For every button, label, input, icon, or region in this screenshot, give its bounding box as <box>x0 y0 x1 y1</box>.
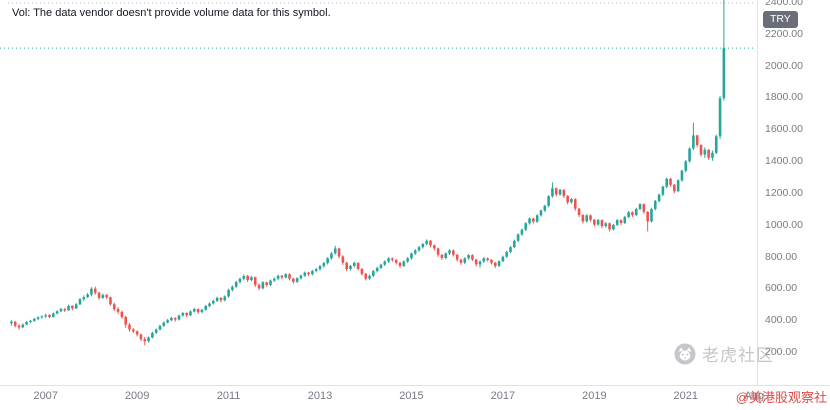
candlestick-chart[interactable] <box>0 0 757 385</box>
time-tick-label: 2021 <box>673 390 699 402</box>
time-axis[interactable]: 2007 2009 2011 2013 2015 2017 2019 2021 Aug <box>0 385 830 410</box>
price-tick-label: 400.00 <box>765 314 798 327</box>
time-tick-label: 2007 <box>33 390 58 402</box>
price-tick-label: 600.00 <box>765 282 798 295</box>
time-tick-label: 2015 <box>399 390 424 402</box>
price-tick-label: 2200.00 <box>765 27 803 40</box>
price-axis[interactable]: TRY 2400.00 2200.00 2000.00 1800.00 1600.00 1… <box>757 0 830 385</box>
time-tick-label: 2013 <box>307 390 333 402</box>
credit-text: @美港股观察社 <box>735 390 827 405</box>
time-tick-label: 2019 <box>582 390 607 402</box>
price-tick-label: 1800.00 <box>765 91 803 104</box>
price-tick-label: 1200.00 <box>765 186 803 199</box>
volume-data-note: Vol: The data vendor doesn't provide vol… <box>12 7 331 19</box>
price-tick-label: 2400.00 <box>765 0 803 8</box>
price-tick-label: 200.00 <box>765 346 798 358</box>
price-tick-label: 800.00 <box>765 250 798 263</box>
currency-badge: TRY <box>763 11 798 28</box>
time-tick-label: 2009 <box>124 390 150 402</box>
price-tick-label: 1400.00 <box>765 155 803 168</box>
price-tick-label: 1000.00 <box>765 218 803 231</box>
time-tick-label: Aug <box>744 390 765 402</box>
price-tick-label: 2000.00 <box>765 59 803 72</box>
price-tick-label: 1600.00 <box>765 123 803 136</box>
time-tick-label: 2017 <box>490 390 516 402</box>
time-tick-label: 2011 <box>216 390 241 402</box>
